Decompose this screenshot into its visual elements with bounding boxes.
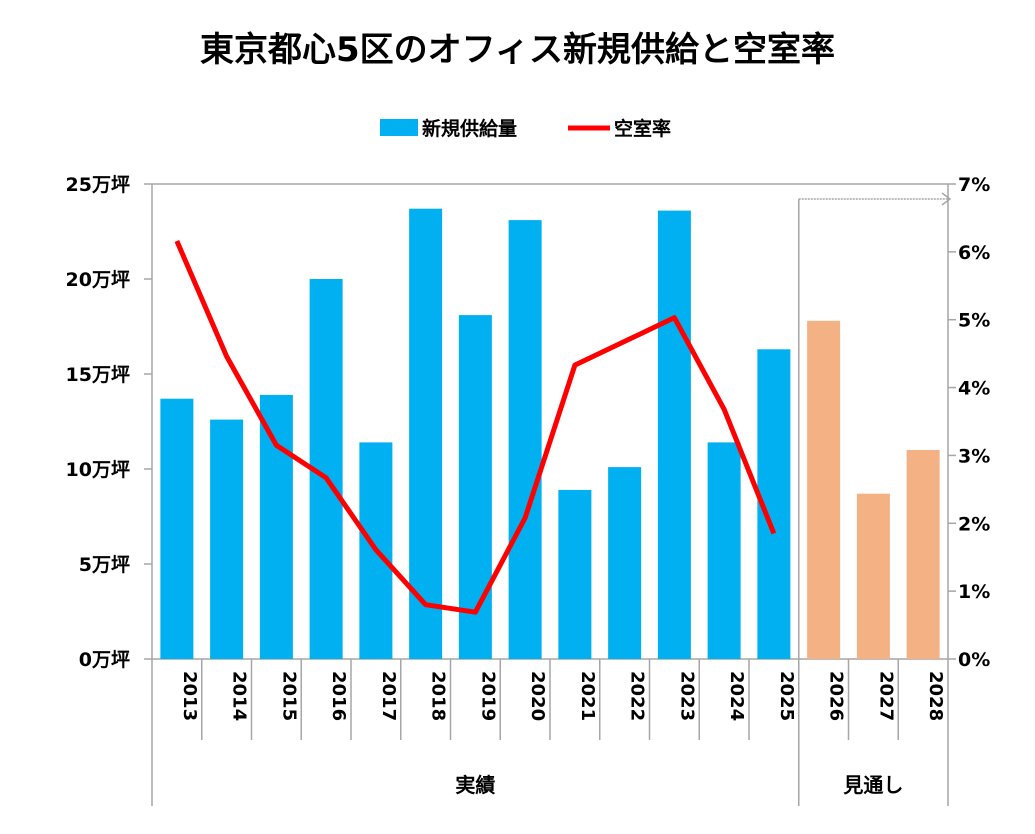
right-tick-label: 4% [958,378,990,400]
x-tick-label: 2014 [229,671,250,721]
chart-title: 東京都心5区のオフィス新規供給と空室率 [200,30,835,70]
x-tick-label: 2019 [477,671,498,721]
x-tick-label: 2027 [875,671,896,721]
left-tick-label: 20万坪 [66,269,130,291]
bar-2023 [657,210,691,659]
right-tick-label: 3% [958,445,990,467]
right-tick-label: 0% [958,649,990,671]
left-tick-label: 0万坪 [79,649,130,671]
right-tick-label: 7% [958,174,990,196]
x-tick-label: 2015 [278,671,299,721]
bar-2018 [409,208,443,659]
x-tick-label: 2016 [328,671,349,721]
forecast-arrow-icon [941,192,952,206]
x-tick-label: 2028 [925,671,946,721]
bar-2014 [210,419,244,659]
x-tick-label: 2022 [627,671,648,721]
x-tick-label: 2024 [726,671,747,721]
x-tick-label: 2021 [577,671,598,721]
x-tick-label: 2020 [527,671,548,721]
bar-2019 [458,315,492,659]
x-tick-label: 2023 [676,671,697,721]
left-tick-label: 10万坪 [66,459,130,481]
group-label-forecast: 見通し [843,773,903,797]
group-label-actual: 実績 [455,773,495,797]
x-tick-label: 2013 [179,671,200,721]
bar-2026 [807,320,841,659]
left-tick-label: 25万坪 [66,174,130,196]
x-tick-label: 2018 [428,671,449,721]
right-tick-label: 2% [958,513,990,535]
x-tick-label: 2017 [378,671,399,721]
bar-2020 [508,220,542,659]
bar-2028 [906,450,940,659]
left-tick-label: 5万坪 [79,554,130,576]
bar-2015 [259,394,293,659]
right-tick-label: 1% [958,581,990,603]
legend-line-label: 空室率 [614,117,671,140]
right-tick-label: 5% [958,310,990,332]
left-tick-label: 15万坪 [66,364,130,386]
legend-bar-label: 新規供給量 [422,117,517,140]
right-tick-label: 6% [958,242,990,264]
bar-2024 [707,442,741,659]
bar-2027 [856,493,890,659]
legend-bar-swatch [380,119,418,136]
bar-2021 [558,489,592,659]
x-tick-label: 2026 [826,671,847,721]
bar-2013 [160,398,194,659]
bar-2022 [608,467,642,659]
x-tick-label: 2025 [776,671,797,721]
